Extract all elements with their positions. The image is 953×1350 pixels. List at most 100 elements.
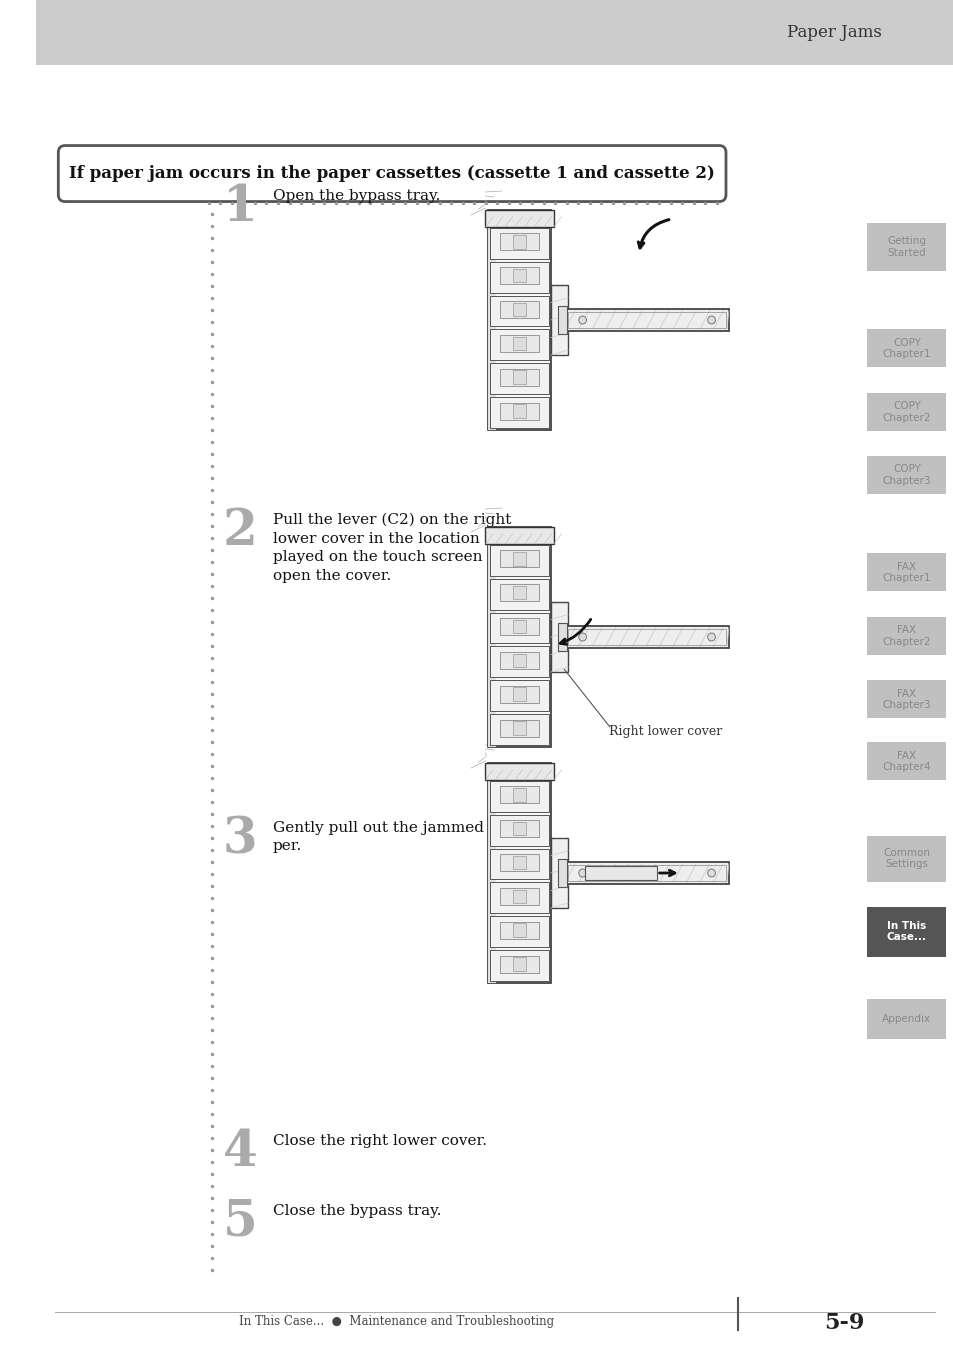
Bar <box>568 865 725 882</box>
Text: Close the right lower cover.: Close the right lower cover. <box>273 1134 486 1148</box>
Bar <box>513 653 526 667</box>
Bar <box>490 950 548 981</box>
Text: In This Case...  ●  Maintenance and Troubleshooting: In This Case... ● Maintenance and Troubl… <box>239 1315 554 1328</box>
Bar <box>513 586 526 599</box>
Circle shape <box>578 633 586 641</box>
Bar <box>499 234 538 250</box>
Bar <box>513 957 526 971</box>
Bar <box>866 906 945 957</box>
Bar <box>490 579 548 610</box>
Bar <box>558 859 567 887</box>
Bar <box>550 285 568 355</box>
Text: 5: 5 <box>223 1197 257 1247</box>
Bar <box>550 602 568 672</box>
Bar <box>513 890 526 903</box>
Bar <box>558 306 567 333</box>
Bar <box>499 369 538 386</box>
Bar <box>485 211 553 227</box>
Bar <box>513 404 526 418</box>
Bar <box>490 262 548 293</box>
Bar <box>490 849 548 879</box>
Bar <box>866 329 945 367</box>
Bar <box>584 865 656 880</box>
Text: If paper jam occurs in the paper cassettes (cassette 1 and cassette 2): If paper jam occurs in the paper cassett… <box>70 165 715 182</box>
Bar <box>485 526 553 544</box>
Text: 4: 4 <box>223 1129 257 1177</box>
Bar <box>558 622 567 651</box>
Text: Pull the lever (C2) on the right
lower cover in the location dis-
played on the : Pull the lever (C2) on the right lower c… <box>273 513 516 583</box>
Bar <box>499 402 538 420</box>
Text: Right lower cover: Right lower cover <box>608 725 721 738</box>
Text: FAX
Chapter3: FAX Chapter3 <box>882 688 930 710</box>
Text: Gently pull out the jammed pa-
per.: Gently pull out the jammed pa- per. <box>273 821 512 853</box>
Text: Close the bypass tray.: Close the bypass tray. <box>273 1204 441 1218</box>
Bar <box>490 883 548 914</box>
Text: In This
Case...: In This Case... <box>886 921 926 942</box>
Bar <box>488 526 496 747</box>
Text: 2: 2 <box>222 508 257 556</box>
Bar <box>513 552 526 566</box>
Bar <box>565 309 728 331</box>
Bar <box>499 855 538 871</box>
Text: Appendix: Appendix <box>882 1014 930 1025</box>
Bar <box>513 856 526 869</box>
Bar <box>490 613 548 644</box>
Bar <box>568 629 725 645</box>
Bar <box>490 780 548 811</box>
Bar <box>499 335 538 352</box>
Bar <box>513 788 526 802</box>
Bar <box>36 0 953 65</box>
Bar <box>866 743 945 780</box>
Text: Open the bypass tray.: Open the bypass tray. <box>273 189 439 202</box>
Bar <box>513 336 526 350</box>
Bar <box>488 526 550 747</box>
Bar <box>866 680 945 718</box>
Bar <box>490 545 548 575</box>
Bar <box>490 680 548 711</box>
Bar <box>490 647 548 678</box>
Bar <box>513 721 526 734</box>
Circle shape <box>707 869 715 878</box>
Bar <box>866 456 945 494</box>
Bar <box>488 211 550 431</box>
Text: Getting
Started: Getting Started <box>886 236 925 258</box>
Text: Common
Settings: Common Settings <box>882 848 929 869</box>
Bar <box>490 815 548 845</box>
Bar <box>565 863 728 884</box>
Bar <box>488 763 550 983</box>
Bar <box>499 267 538 284</box>
Bar <box>499 652 538 668</box>
Bar <box>499 585 538 601</box>
Bar <box>866 617 945 655</box>
Text: Paper Jams: Paper Jams <box>786 24 882 40</box>
Bar <box>499 618 538 634</box>
Bar <box>499 922 538 938</box>
Text: FAX
Chapter1: FAX Chapter1 <box>882 562 930 583</box>
FancyBboxPatch shape <box>58 146 725 201</box>
Circle shape <box>707 316 715 324</box>
Bar <box>499 551 538 567</box>
Bar <box>866 393 945 431</box>
Bar <box>488 763 496 983</box>
Bar <box>499 956 538 972</box>
Bar <box>490 329 548 360</box>
Text: COPY
Chapter3: COPY Chapter3 <box>882 464 930 486</box>
Bar <box>490 714 548 745</box>
Bar <box>499 787 538 803</box>
Bar <box>513 370 526 383</box>
Bar <box>485 763 553 780</box>
Bar <box>550 838 568 909</box>
Text: 1: 1 <box>222 184 257 232</box>
Bar <box>499 821 538 837</box>
Bar <box>499 888 538 905</box>
Bar <box>866 223 945 271</box>
Bar <box>490 296 548 327</box>
Bar <box>488 211 496 431</box>
Bar <box>513 687 526 701</box>
Bar <box>568 312 725 328</box>
Text: COPY
Chapter1: COPY Chapter1 <box>882 338 930 359</box>
Bar <box>513 235 526 248</box>
Bar <box>490 228 548 259</box>
Text: FAX
Chapter4: FAX Chapter4 <box>882 751 930 772</box>
Bar <box>513 302 526 316</box>
